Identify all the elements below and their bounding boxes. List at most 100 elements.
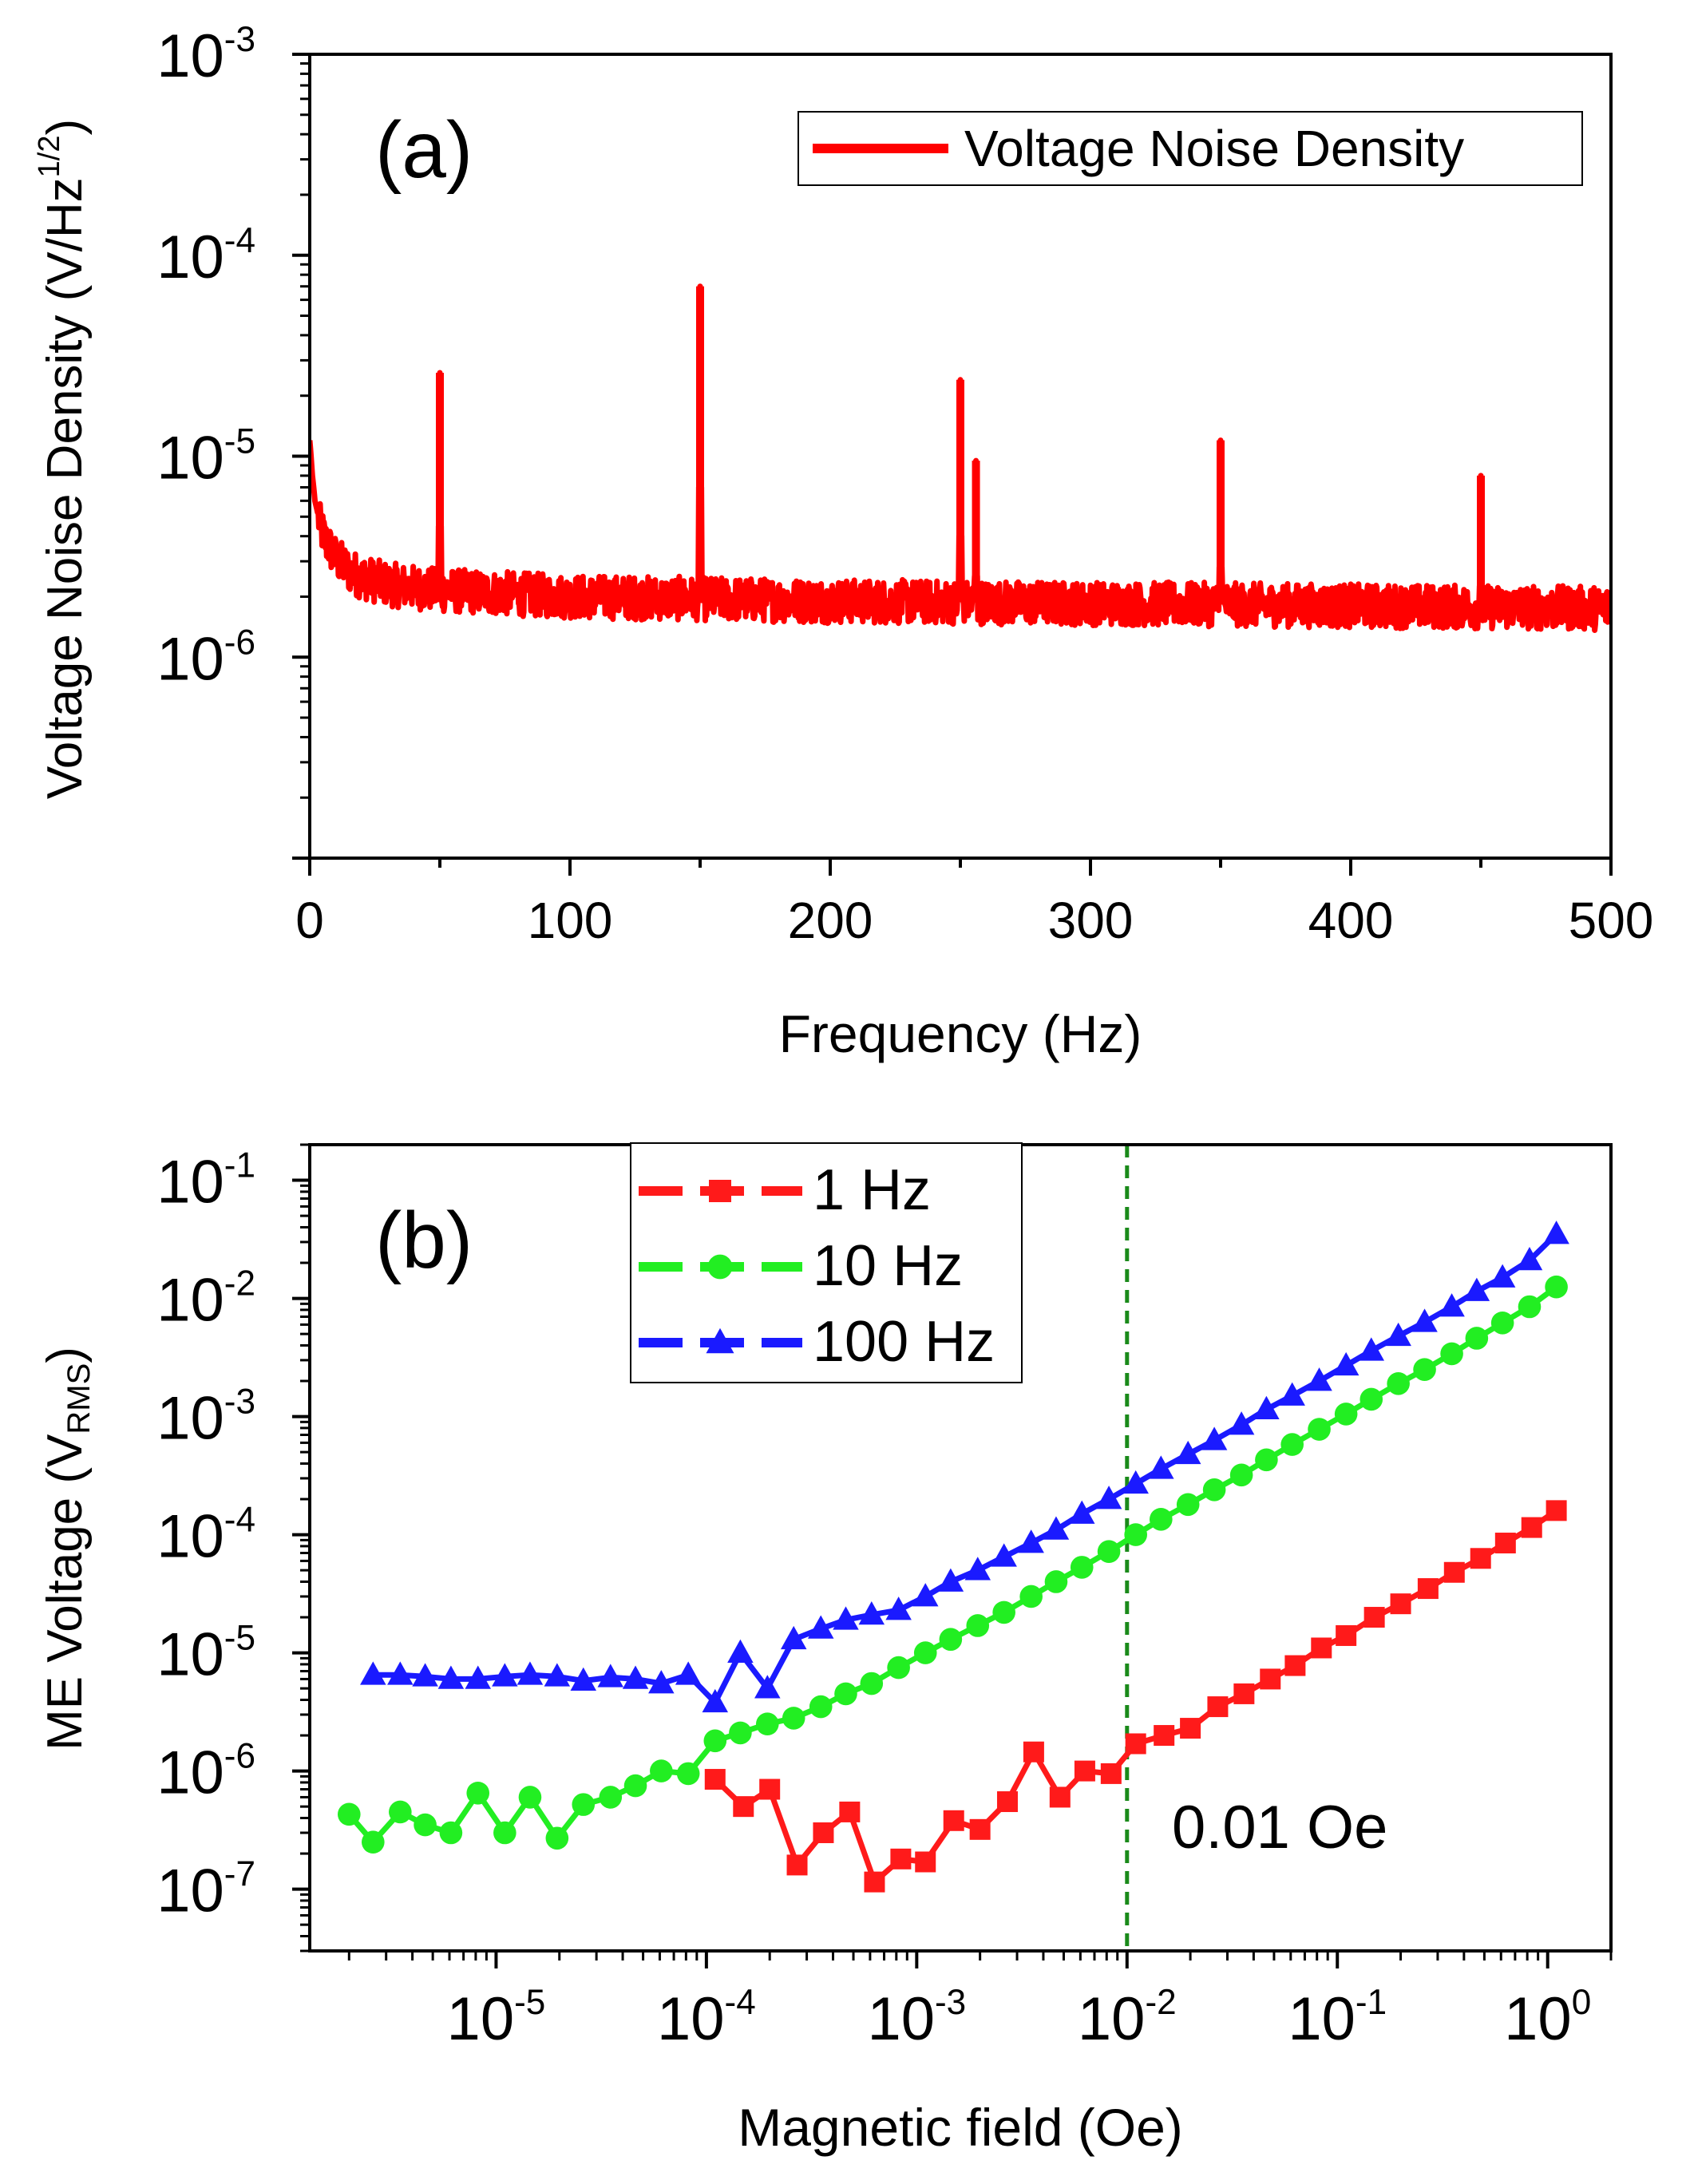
data-point-circle bbox=[966, 1614, 990, 1637]
panel-b-legend-label-100hz: 100 Hz bbox=[813, 1310, 995, 1374]
legend-swatch-marker bbox=[706, 1327, 734, 1354]
y-tick-label: 10-4 bbox=[156, 1501, 255, 1571]
data-point-triangle bbox=[1489, 1264, 1516, 1288]
y-tick-label-exp: -5 bbox=[224, 1619, 255, 1658]
data-point-square bbox=[1125, 1733, 1146, 1755]
data-point-triangle bbox=[1543, 1221, 1569, 1244]
data-point-triangle bbox=[360, 1661, 386, 1685]
data-point-triangle bbox=[1358, 1337, 1385, 1361]
data-point-square bbox=[1417, 1578, 1439, 1600]
series-line-2 bbox=[373, 1232, 1559, 1706]
y-tick-label-exp: -2 bbox=[224, 1264, 255, 1304]
y-tick-label: 10-4 bbox=[156, 221, 255, 291]
data-point-square bbox=[943, 1810, 964, 1831]
y-tick-label-exp: -1 bbox=[224, 1146, 255, 1185]
data-point-square bbox=[890, 1848, 912, 1869]
data-point-circle bbox=[599, 1786, 623, 1809]
x-tick-label-exp: -4 bbox=[725, 1983, 756, 2022]
data-point-circle bbox=[992, 1600, 1015, 1624]
x-tick-label-exp: 0 bbox=[1572, 1983, 1592, 2022]
data-point-square bbox=[1470, 1548, 1491, 1569]
data-point-square bbox=[1207, 1696, 1229, 1718]
data-point-circle bbox=[1019, 1585, 1043, 1608]
data-point-square bbox=[1546, 1500, 1567, 1521]
data-point-triangle bbox=[1279, 1382, 1305, 1406]
data-point-triangle bbox=[780, 1625, 807, 1650]
y-tick-label: 10-5 bbox=[156, 1619, 255, 1689]
reference-line-label: 0.01 Oe bbox=[1172, 1794, 1387, 1862]
x-tick-label: 300 bbox=[1048, 892, 1134, 949]
x-tick-label-base: 10 bbox=[657, 1985, 725, 2053]
panel-a-y-axis-label-main: Voltage Noise Density (V/Hz bbox=[38, 177, 93, 799]
data-point-circle bbox=[1070, 1556, 1094, 1579]
x-tick-label-base: 10 bbox=[867, 1985, 935, 2053]
data-point-triangle bbox=[1253, 1395, 1280, 1419]
data-point-circle bbox=[439, 1821, 463, 1845]
data-point-square bbox=[1284, 1655, 1306, 1676]
data-point-circle bbox=[809, 1695, 833, 1719]
y-tick-label-exp: -3 bbox=[224, 1383, 255, 1422]
data-point-circle bbox=[1490, 1311, 1514, 1335]
data-point-circle bbox=[1202, 1478, 1226, 1502]
data-point-circle bbox=[1229, 1463, 1253, 1487]
data-point-circle bbox=[939, 1628, 963, 1652]
data-point-triangle bbox=[675, 1661, 702, 1685]
data-point-circle bbox=[860, 1672, 884, 1695]
y-tick-label-exp: -4 bbox=[224, 1501, 255, 1540]
data-point-triangle bbox=[516, 1661, 544, 1685]
panel-b-ticks bbox=[292, 1143, 1613, 1968]
data-point-square bbox=[1311, 1637, 1332, 1659]
y-tick-label-base: 10 bbox=[156, 224, 224, 291]
x-tick-label: 10-1 bbox=[1288, 1983, 1387, 2053]
data-point-circle bbox=[1255, 1448, 1278, 1472]
data-point-triangle bbox=[597, 1664, 624, 1687]
y-tick-label: 10-6 bbox=[156, 1737, 255, 1807]
data-point-circle bbox=[834, 1682, 857, 1706]
y-tick-label: 10-3 bbox=[156, 1383, 255, 1453]
data-point-triangle bbox=[1439, 1293, 1465, 1317]
data-point-triangle bbox=[1228, 1411, 1255, 1435]
legend-swatch-marker bbox=[707, 1254, 733, 1280]
panel-b-legend-label-10hz: 10 Hz bbox=[813, 1234, 963, 1298]
data-point-triangle bbox=[465, 1665, 491, 1689]
data-point-square bbox=[1154, 1725, 1175, 1747]
data-point-triangle bbox=[622, 1665, 649, 1689]
y-tick-label-base: 10 bbox=[156, 1858, 224, 1925]
data-point-triangle bbox=[1385, 1322, 1411, 1347]
data-point-square bbox=[1260, 1668, 1281, 1690]
data-point-circle bbox=[650, 1759, 673, 1782]
data-point-circle bbox=[1308, 1418, 1331, 1441]
data-point-triangle bbox=[885, 1596, 912, 1620]
data-point-triangle bbox=[702, 1688, 729, 1713]
data-point-circle bbox=[1360, 1387, 1383, 1411]
data-point-circle bbox=[755, 1712, 779, 1736]
data-point-circle bbox=[1334, 1403, 1358, 1426]
data-point-square bbox=[1363, 1607, 1385, 1628]
data-point-square bbox=[969, 1818, 991, 1840]
data-point-square bbox=[1049, 1786, 1071, 1808]
data-point-triangle bbox=[1148, 1455, 1174, 1479]
panel-b-y-axis-label-end: ) bbox=[38, 1347, 93, 1363]
data-point-circle bbox=[623, 1774, 647, 1798]
y-tick-label: 10-5 bbox=[156, 422, 255, 493]
data-point-circle bbox=[729, 1721, 752, 1745]
y-tick-label-exp: -6 bbox=[224, 623, 255, 662]
x-tick-label-base: 10 bbox=[1504, 1985, 1572, 2053]
data-point-triangle bbox=[1306, 1367, 1332, 1391]
y-tick-label-base: 10 bbox=[156, 1503, 224, 1571]
x-tick-label: 100 bbox=[528, 892, 613, 949]
y-tick-label-base: 10 bbox=[156, 625, 224, 693]
panel-b-me-voltage-chart: 10-5 10-4 10-3 10-2 10-1 10010-110-210-310-41… bbox=[38, 1142, 1613, 2157]
data-point-circle bbox=[1150, 1507, 1173, 1531]
y-tick-label-exp: -3 bbox=[224, 20, 255, 59]
data-point-circle bbox=[782, 1707, 805, 1730]
data-point-triangle bbox=[437, 1665, 465, 1689]
data-point-square bbox=[759, 1778, 781, 1800]
x-tick-label-base: 10 bbox=[447, 1985, 515, 2053]
x-tick-label: 500 bbox=[1569, 892, 1654, 949]
y-tick-label: 10-7 bbox=[156, 1855, 255, 1925]
data-point-circle bbox=[518, 1786, 542, 1809]
y-tick-label-base: 10 bbox=[156, 1739, 224, 1807]
data-point-circle bbox=[1518, 1295, 1542, 1319]
data-point-square bbox=[733, 1796, 754, 1818]
